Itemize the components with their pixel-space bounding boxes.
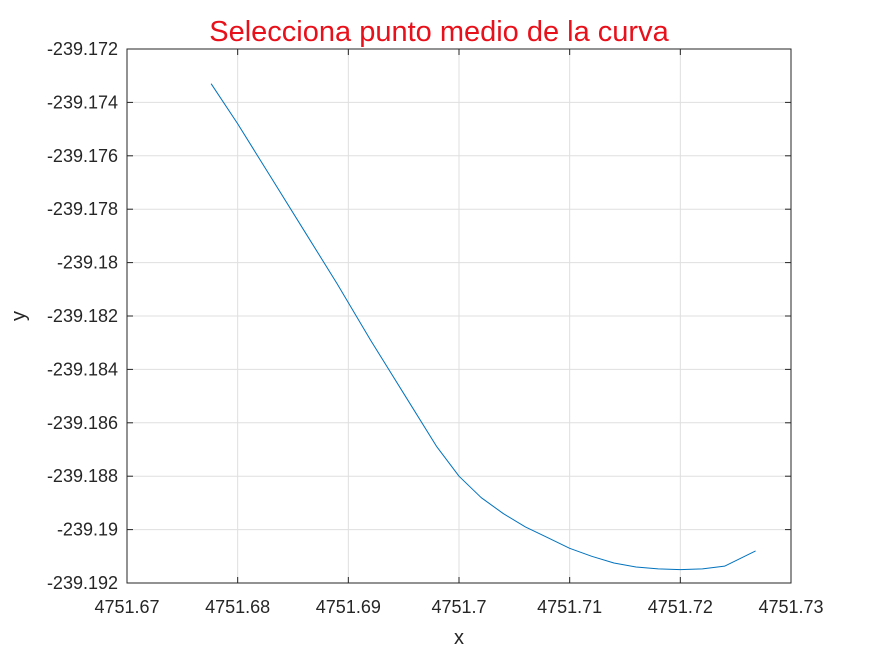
y-tick-label: -239.186 — [47, 413, 118, 433]
y-tick-label: -239.192 — [47, 573, 118, 593]
y-tick-label: -239.174 — [47, 92, 118, 112]
tick-marks — [126, 48, 792, 584]
x-tick-label: 4751.67 — [94, 597, 159, 617]
y-tick-label: -239.176 — [47, 146, 118, 166]
y-tick-label: -239.18 — [57, 253, 118, 273]
x-tick-label: 4751.72 — [648, 597, 713, 617]
chart-title: Selecciona punto medio de la curva — [209, 16, 669, 48]
series-line — [210, 83, 756, 571]
y-axis-label: y — [8, 311, 30, 321]
x-tick-labels: 4751.67 4751.68 4751.69 4751.7 4751.71 4751.7… — [94, 597, 823, 617]
y-tick-label: -239.182 — [47, 306, 118, 326]
x-axis-label: x — [454, 627, 464, 649]
x-tick-label: 4751.71 — [537, 597, 602, 617]
y-tick-label: -239.172 — [47, 39, 118, 59]
x-tick-label: 4751.7 — [431, 597, 486, 617]
y-tick-label: -239.19 — [57, 520, 118, 540]
x-tick-label: 4751.68 — [205, 597, 270, 617]
x-tick-label: 4751.73 — [758, 597, 823, 617]
y-tick-label: -239.184 — [47, 359, 118, 379]
y-tick-label: -239.188 — [47, 466, 118, 486]
series-layer — [210, 83, 756, 571]
x-tick-label: 4751.69 — [316, 597, 381, 617]
y-tick-labels: -239.172 -239.174 -239.176 -239.178 -239.18 -… — [47, 39, 118, 593]
y-tick-label: -239.178 — [47, 199, 118, 219]
